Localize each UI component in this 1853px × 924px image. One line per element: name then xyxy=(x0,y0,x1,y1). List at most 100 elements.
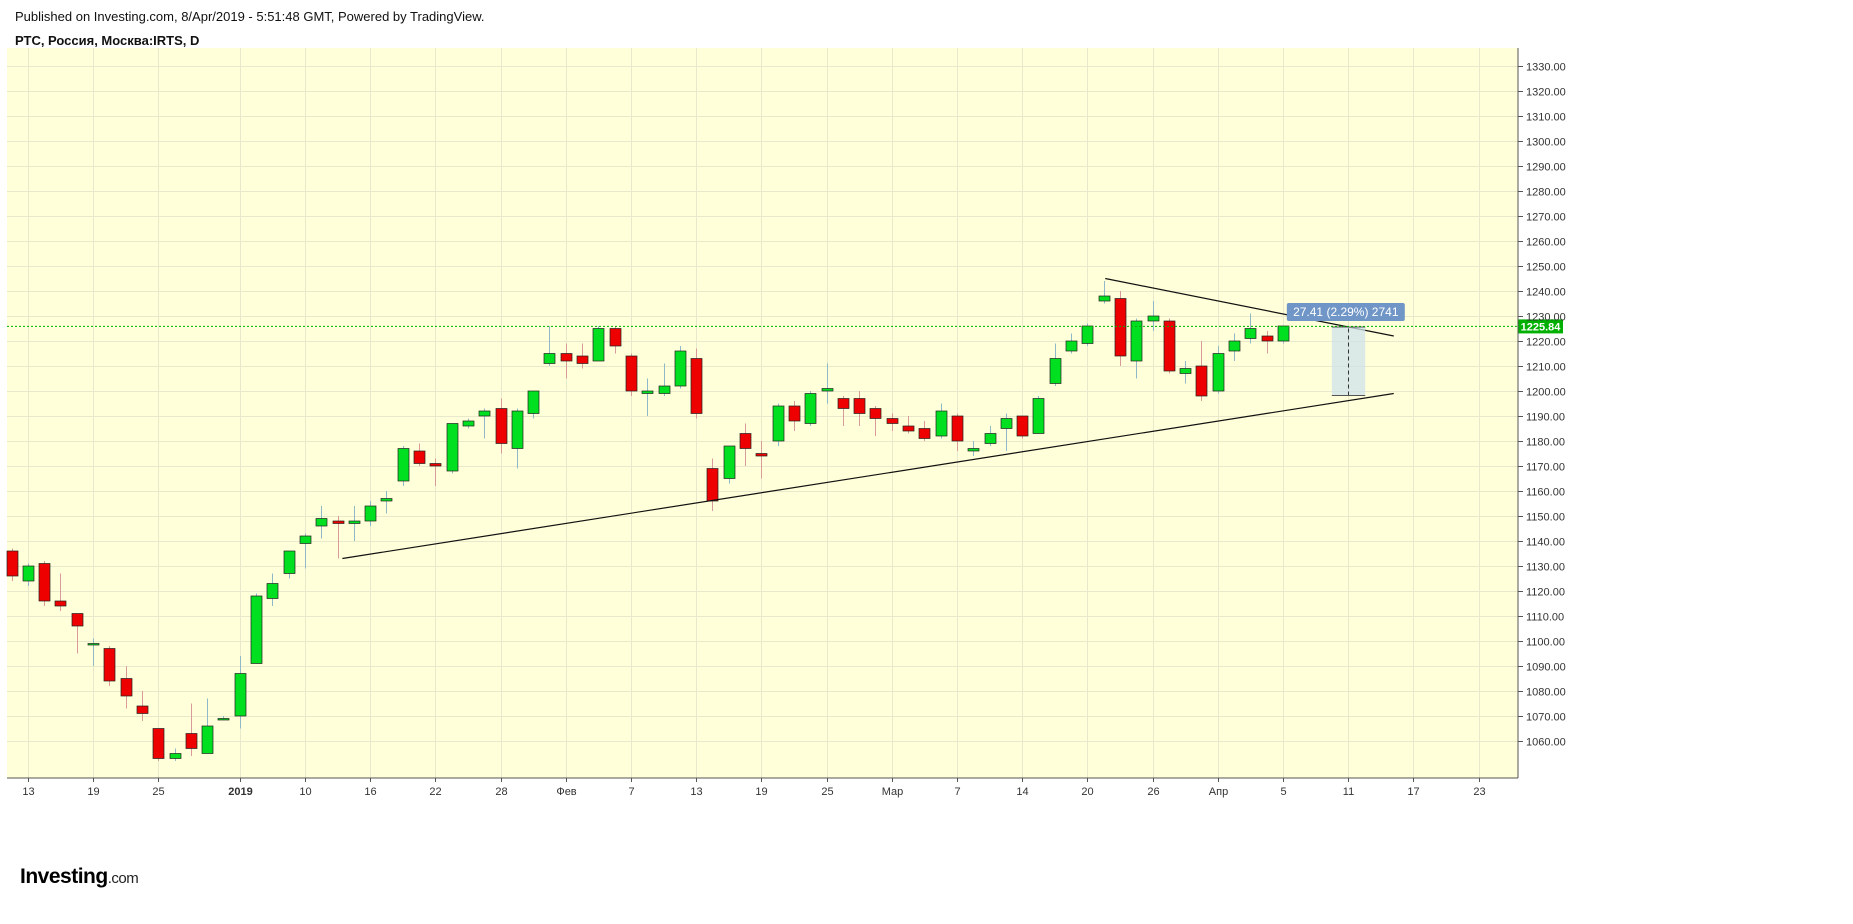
candle-body xyxy=(1098,295,1111,302)
candle-body xyxy=(1000,418,1013,429)
candle-up xyxy=(592,326,605,362)
candle-up xyxy=(511,408,524,469)
candle-body xyxy=(136,705,149,714)
candle-down xyxy=(869,406,882,436)
candle-up xyxy=(380,491,393,514)
candle-up xyxy=(1228,333,1241,361)
candle-up xyxy=(478,408,491,439)
candle-up xyxy=(1244,313,1257,344)
candle-body xyxy=(788,405,801,422)
price-tick-label: 1320.00 xyxy=(1526,87,1566,99)
investing-logo: Investing.com xyxy=(20,865,139,889)
time-tick-label: Фев xyxy=(556,786,576,798)
price-tick-label: 1100.00 xyxy=(1526,637,1565,649)
candle-up xyxy=(1065,333,1078,354)
time-tick-label: 26 xyxy=(1147,786,1159,798)
symbol-title: РТС, Россия, Москва:IRTS, D xyxy=(15,33,200,48)
candle-up xyxy=(266,573,279,606)
price-tick-label: 1220.00 xyxy=(1526,337,1566,349)
candle-up xyxy=(462,418,475,429)
candle-body xyxy=(250,595,263,664)
candle-body xyxy=(348,520,361,524)
candle-up xyxy=(1032,396,1045,434)
candle-body xyxy=(674,350,687,387)
candle-body xyxy=(332,520,345,524)
candle-body xyxy=(71,613,84,627)
candle-body xyxy=(283,550,296,574)
candle-body xyxy=(380,498,393,502)
time-tick-label: 23 xyxy=(1473,786,1485,798)
candle-body xyxy=(886,418,899,424)
price-tick-label: 1110.00 xyxy=(1526,612,1564,624)
candle-down xyxy=(38,561,51,606)
time-tick-label: 19 xyxy=(755,786,767,798)
candle-body xyxy=(462,420,475,427)
candle-body xyxy=(658,385,671,394)
candle-up xyxy=(1147,301,1160,331)
candle-body xyxy=(6,550,19,577)
candle-up xyxy=(217,716,230,721)
candle-body xyxy=(1147,315,1160,322)
price-tick-label: 1190.00 xyxy=(1526,412,1565,424)
candle-down xyxy=(103,646,116,686)
candle-body xyxy=(234,673,247,717)
candle-down xyxy=(429,458,442,486)
candle-body xyxy=(739,433,752,449)
candle-body xyxy=(87,643,100,646)
candle-body xyxy=(1277,325,1290,342)
candle-body xyxy=(951,415,964,442)
price-tick-label: 1160.00 xyxy=(1526,487,1565,499)
candle-down xyxy=(495,398,508,454)
candle-down xyxy=(902,416,915,434)
time-tick-label: 5 xyxy=(1280,786,1286,798)
candle-body xyxy=(641,390,654,394)
time-tick-label: 19 xyxy=(87,786,99,798)
candle-body xyxy=(1049,358,1062,384)
candle-up xyxy=(234,656,247,729)
candle-body xyxy=(120,678,133,697)
candle-down xyxy=(625,353,638,396)
last-price-tag-bg xyxy=(1518,319,1563,334)
price-tick-label: 1090.00 xyxy=(1526,662,1566,674)
candle-up xyxy=(543,326,556,366)
price-tick-label: 1290.00 xyxy=(1526,162,1566,174)
candle-up xyxy=(984,426,997,446)
candle-up xyxy=(22,563,35,586)
candle-body xyxy=(967,448,980,452)
time-tick-label: Мар xyxy=(882,786,904,798)
candle-body xyxy=(511,410,524,449)
price-axis[interactable]: 1060.00 1070.00 1080.00 1090.00 1100.00 1110.… xyxy=(1517,48,1566,778)
price-tick-label: 1170.00 xyxy=(1526,462,1565,474)
candle-body xyxy=(54,600,67,607)
price-tick-label: 1080.00 xyxy=(1526,687,1566,699)
time-tick-label: 16 xyxy=(364,786,376,798)
time-tick-label: 2019 xyxy=(228,786,252,798)
time-tick-label: 7 xyxy=(954,786,960,798)
measure-tool[interactable]: 27.41 (2.29%) 2741 xyxy=(1286,303,1405,396)
candle-down xyxy=(1195,341,1208,401)
candle-up xyxy=(804,391,817,426)
candle-down xyxy=(576,343,589,369)
price-tick-label: 1300.00 xyxy=(1526,137,1566,149)
time-axis[interactable]: 13 19 25 2019 10 16 22 28 Фев 7 13 19 25 Мар 7 14 20 26 Ап… xyxy=(7,777,1518,798)
candle-up xyxy=(283,550,296,579)
candle-up xyxy=(446,423,459,474)
candle-body xyxy=(1228,340,1241,352)
candle-up xyxy=(397,446,410,486)
time-tick-label: 14 xyxy=(1016,786,1028,798)
candle-body xyxy=(935,410,948,437)
price-tick-label: 1210.00 xyxy=(1526,362,1566,374)
candle-down xyxy=(853,391,866,426)
candle-up xyxy=(348,506,361,541)
candle-body xyxy=(1065,340,1078,352)
candle-down xyxy=(185,703,198,756)
price-tick-label: 1130.00 xyxy=(1526,562,1565,574)
price-tick-label: 1270.00 xyxy=(1526,212,1566,224)
price-tick-label: 1330.00 xyxy=(1526,62,1566,74)
candle-body xyxy=(609,328,622,347)
candle-up xyxy=(315,506,328,539)
candle-down xyxy=(755,441,768,479)
candle-body xyxy=(38,563,51,602)
last-price-tag: 1225.84 xyxy=(1521,321,1562,333)
